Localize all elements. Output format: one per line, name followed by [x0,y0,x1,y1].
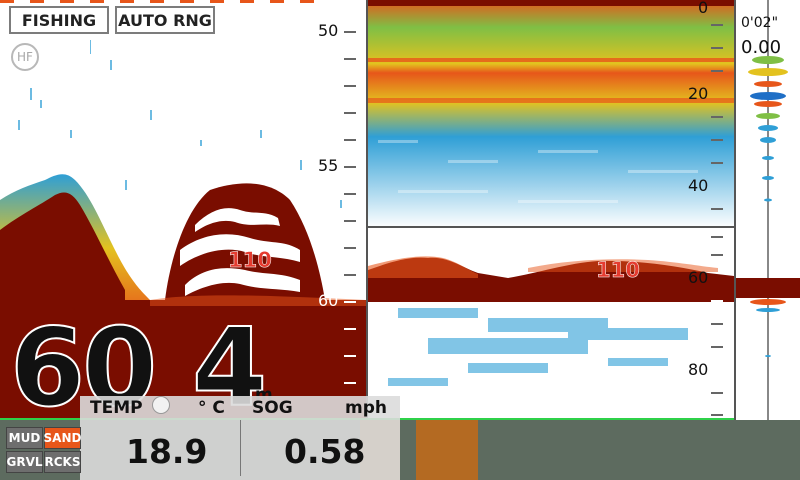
bottom-type-rocks-button[interactable]: RCKS [44,451,81,473]
bottom-type-gravel-button[interactable]: GRVL [6,451,43,473]
temp-unit: ° C [198,398,225,418]
fishing-mode-button[interactable]: FISHING [9,6,109,34]
data-panel: TEMP ° C SOG mph 18.9 0.58 [80,396,400,480]
auto-range-button[interactable]: AUTO RNG [115,6,215,34]
right-divider [734,0,736,420]
a-scope-value: 0.00 [741,37,782,58]
sonar-view-upper [368,0,734,228]
left-scale-label-50: 50 [318,21,339,40]
mid-scale-label-40: 40 [688,176,709,195]
fish-depth-label-mid: 110 [596,258,640,283]
mid-scale-label-20: 20 [688,84,709,103]
temp-label: TEMP [90,398,143,418]
panel-divider [240,420,241,476]
mid-scale-label-0: 0 [698,0,709,17]
left-scale-label-60: 60 [318,291,339,310]
temp-value: 18.9 [126,432,208,471]
a-scope-view [736,0,800,420]
bottom-texture [416,420,478,480]
sog-value: 0.58 [284,432,366,471]
frequency-badge[interactable]: HF [11,43,39,71]
top-signal-strip [0,0,314,3]
mid-scale-label-60: 60 [688,268,709,287]
bottom-type-mud-button[interactable]: MUD [6,427,43,449]
view-divider [366,0,368,420]
temp-indicator-icon [152,396,170,414]
sog-unit: mph [345,398,387,418]
left-scale-label-55: 55 [318,156,339,175]
elapsed-time: 0'02" [741,15,779,31]
sog-label: SOG [252,398,293,418]
fish-depth-label-left: 110 [228,248,272,273]
mid-scale-label-80: 80 [688,360,709,379]
sonar-view-lower [368,228,734,420]
bottom-type-sand-button[interactable]: SAND [44,427,81,449]
